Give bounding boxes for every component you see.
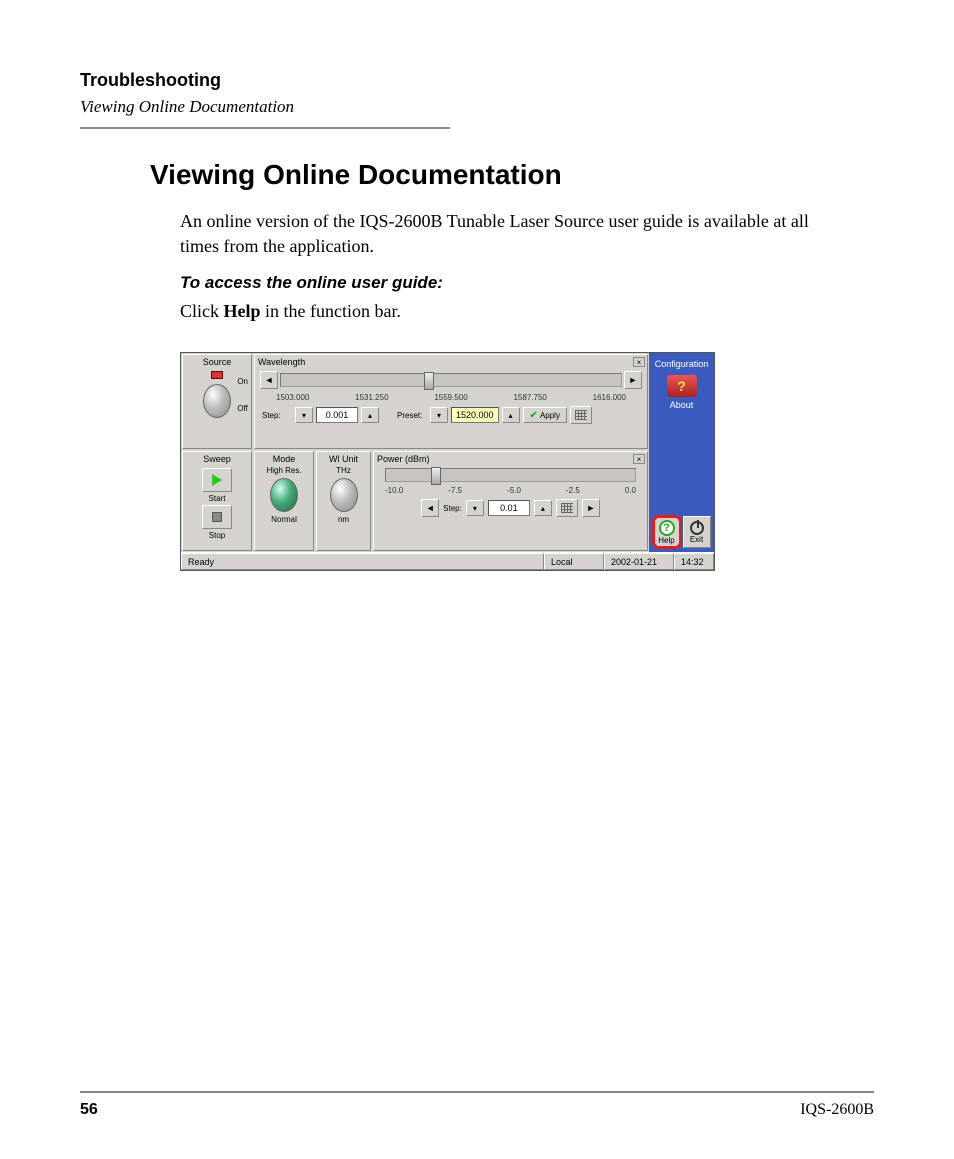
power-left-button[interactable]: ◄ [421, 499, 439, 517]
about-label[interactable]: About [670, 400, 694, 410]
power-ticks: -10.0 -7.5 -5.0 -2.5 0.0 [377, 486, 644, 495]
status-time: 14:32 [674, 553, 714, 570]
header-subsection: Viewing Online Documentation [80, 97, 874, 117]
status-ready: Ready [181, 553, 544, 570]
pw-tick: -5.0 [507, 486, 521, 495]
wl-step-down-button[interactable]: ▾ [295, 407, 313, 423]
power-slider-thumb[interactable] [431, 467, 441, 485]
configuration-label[interactable]: Configuration [655, 359, 709, 369]
power-step-down-button[interactable]: ▾ [466, 500, 484, 516]
header-rule [80, 127, 450, 129]
wavelength-slider[interactable] [280, 373, 622, 387]
wlunit-panel: Wl Unit THz nm [316, 451, 371, 551]
wlunit-title: Wl Unit [329, 454, 358, 464]
model-label: IQS-2600B [800, 1101, 874, 1119]
wavelength-panel: Wavelength × ◄ ► 1503.000 1531.250 1559.… [254, 354, 648, 449]
grid-icon [575, 410, 587, 420]
wl-preset-up-button[interactable]: ▴ [502, 407, 520, 423]
pw-tick: -2.5 [566, 486, 580, 495]
wl-step-label: Step: [262, 411, 292, 420]
grid-icon [561, 503, 573, 513]
wl-step-value[interactable]: 0.001 [316, 407, 358, 423]
wl-tick: 1616.000 [593, 393, 626, 402]
power-right-button[interactable]: ► [582, 499, 600, 517]
wl-tick: 1531.250 [355, 393, 388, 402]
exit-label: Exit [690, 535, 703, 544]
check-icon: ✔ [530, 410, 538, 421]
sweep-start-label: Start [209, 494, 226, 503]
power-step-label: Step: [443, 504, 462, 513]
help-book-icon[interactable] [667, 375, 697, 397]
wavelength-slider-thumb[interactable] [424, 372, 434, 390]
sweep-panel: Sweep Start Stop [182, 451, 252, 551]
source-panel: Source On Off [182, 354, 252, 449]
intro-text: An online version of the IQS-2600B Tunab… [180, 209, 814, 259]
mode-knob[interactable] [270, 478, 298, 512]
wl-tick: 1503.000 [276, 393, 309, 402]
page-footer: 56 IQS-2600B [80, 1091, 874, 1119]
pw-tick: 0.0 [625, 486, 636, 495]
stop-icon [212, 512, 222, 522]
source-on-label: On [237, 377, 248, 386]
wavelength-right-button[interactable]: ► [624, 371, 642, 389]
question-icon: ? [659, 520, 675, 536]
main-heading: Viewing Online Documentation [150, 159, 874, 191]
wavelength-ticks: 1503.000 1531.250 1559.500 1587.750 1616… [258, 393, 644, 402]
power-step-up-button[interactable]: ▴ [534, 500, 552, 516]
wlunit-knob[interactable] [330, 478, 358, 512]
wl-grid-button[interactable] [570, 406, 592, 424]
sweep-title: Sweep [203, 454, 231, 464]
wlunit-thz-label: THz [336, 466, 351, 475]
wlunit-nm-label: nm [338, 515, 349, 524]
page-number: 56 [80, 1101, 98, 1119]
app-screenshot: Source On Off Wavelength × ◄ [180, 352, 715, 571]
help-label: Help [658, 536, 674, 545]
source-knob[interactable] [203, 384, 231, 418]
instruction-pre: Click [180, 301, 224, 321]
sidebar: Configuration About ? Help Exit [649, 353, 714, 552]
status-bar: Ready Local 2002-01-21 14:32 [181, 552, 714, 570]
power-title: Power (dBm) [377, 454, 644, 464]
sweep-start-button[interactable] [202, 468, 232, 492]
apply-button[interactable]: ✔Apply [523, 407, 567, 423]
wl-step-up-button[interactable]: ▴ [361, 407, 379, 423]
wavelength-title: Wavelength [258, 357, 644, 367]
exit-button[interactable]: Exit [683, 516, 711, 548]
wl-tick: 1559.500 [434, 393, 467, 402]
pw-tick: -7.5 [448, 486, 462, 495]
header-section-title: Troubleshooting [80, 70, 874, 91]
wavelength-left-button[interactable]: ◄ [260, 371, 278, 389]
mode-panel: Mode High Res. Normal [254, 451, 314, 551]
power-step-value[interactable]: 0.01 [488, 500, 530, 516]
power-grid-button[interactable] [556, 499, 578, 517]
wl-preset-value[interactable]: 1520.000 [451, 407, 499, 423]
mode-title: Mode [273, 454, 296, 464]
sweep-stop-label: Stop [209, 531, 225, 540]
wl-tick: 1587.750 [513, 393, 546, 402]
mode-high-label: High Res. [266, 466, 301, 475]
apply-label: Apply [540, 411, 560, 420]
power-slider[interactable] [385, 468, 636, 482]
pw-tick: -10.0 [385, 486, 403, 495]
wavelength-close-icon[interactable]: × [633, 357, 645, 367]
status-local: Local [544, 553, 604, 570]
sweep-stop-button[interactable] [202, 505, 232, 529]
source-title: Source [203, 357, 232, 367]
instruction-post: in the function bar. [261, 301, 401, 321]
status-date: 2002-01-21 [604, 553, 674, 570]
power-close-icon[interactable]: × [633, 454, 645, 464]
wl-preset-down-button[interactable]: ▾ [430, 407, 448, 423]
instruction-bold: Help [224, 301, 261, 321]
source-off-label: Off [237, 404, 248, 413]
help-button[interactable]: ? Help [653, 516, 681, 548]
power-icon [690, 521, 704, 535]
mode-normal-label: Normal [271, 515, 297, 524]
wl-preset-label: Preset: [397, 411, 427, 420]
sub-heading: To access the online user guide: [180, 273, 874, 293]
source-led-icon [211, 371, 223, 379]
play-icon [212, 474, 222, 486]
instruction-text: Click Help in the function bar. [180, 301, 874, 322]
power-panel: Power (dBm) × -10.0 -7.5 -5.0 -2.5 0.0 [373, 451, 648, 551]
